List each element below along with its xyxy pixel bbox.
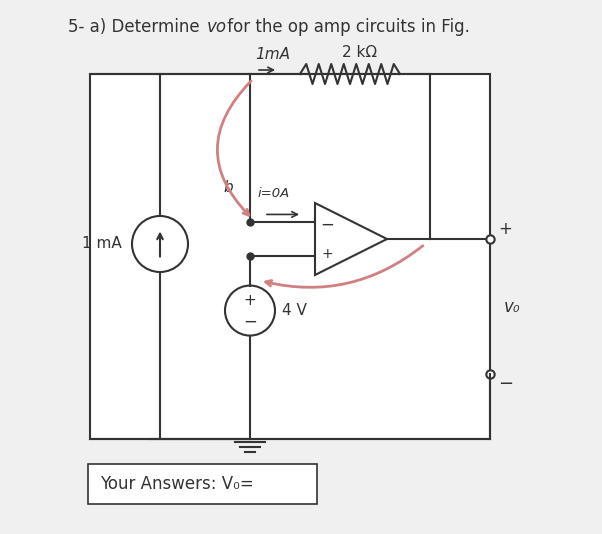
Text: +: + <box>321 247 333 261</box>
Text: −: − <box>320 215 334 233</box>
Circle shape <box>225 286 275 335</box>
Text: 4 V: 4 V <box>282 303 307 318</box>
Text: 1 mA: 1 mA <box>82 237 122 252</box>
Text: −: − <box>243 312 257 331</box>
Text: v₀: v₀ <box>504 297 521 316</box>
Text: +: + <box>498 220 512 238</box>
Text: 1mA: 1mA <box>255 47 290 62</box>
Text: i=0A: i=0A <box>258 187 290 200</box>
Text: −: − <box>498 375 513 393</box>
Text: for the op amp circuits in Fig.: for the op amp circuits in Fig. <box>222 18 470 36</box>
Text: 5- a) Determine: 5- a) Determine <box>68 18 205 36</box>
Text: 2 kΩ: 2 kΩ <box>343 45 377 60</box>
Circle shape <box>132 216 188 272</box>
Text: Your Answers: V₀=: Your Answers: V₀= <box>100 475 254 493</box>
Text: b: b <box>223 180 233 195</box>
Text: vo: vo <box>207 18 227 36</box>
FancyBboxPatch shape <box>90 74 490 439</box>
Polygon shape <box>315 203 387 275</box>
Text: +: + <box>244 293 256 308</box>
FancyBboxPatch shape <box>88 464 317 504</box>
